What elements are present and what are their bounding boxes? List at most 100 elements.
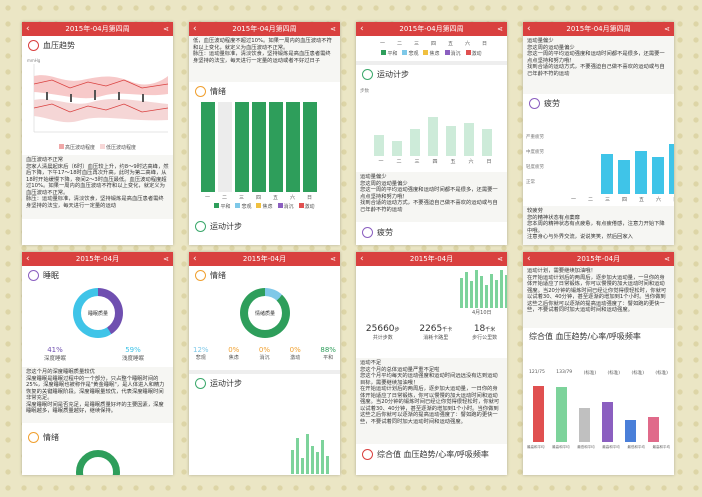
bar: [306, 434, 309, 474]
bar: [460, 277, 463, 308]
legend: 高压波动程度 低压波动程度: [22, 144, 173, 151]
steps-bars: [291, 434, 329, 474]
stat-label: 步行公里数: [472, 335, 498, 341]
chevron-left-icon[interactable]: ‹: [360, 24, 364, 34]
ring-label: 情绪质量: [248, 296, 282, 330]
bar: [446, 126, 456, 156]
x-label: 最高和平均: [602, 445, 620, 449]
day-label: 六: [464, 41, 470, 47]
level-label: 严重疲劳: [526, 135, 544, 140]
level-label: 正常: [526, 180, 535, 185]
screen-mood-week: ‹ 2015年-04月第四周 ⋖ 低，血压波动程度不超过10%。如果一周内的血压波动…: [189, 22, 340, 245]
share-icon[interactable]: ⋖: [664, 25, 670, 33]
day-label: 日: [667, 196, 674, 203]
heart-icon: [28, 39, 39, 51]
bar-value: (标准): [655, 371, 668, 376]
level-label: 中度疲劳: [526, 150, 544, 155]
steps-icon: [362, 68, 373, 80]
title-bar: ‹ 2015年-04月 ⋖: [22, 252, 173, 266]
chevron-left-icon[interactable]: ‹: [26, 24, 30, 34]
step-stat: 18千米 步行公里数: [472, 324, 497, 341]
y-axis-label: mmHg: [27, 58, 41, 63]
bar: [500, 270, 503, 308]
chevron-left-icon[interactable]: ‹: [26, 254, 30, 264]
bar: [635, 150, 647, 194]
bar: [269, 102, 283, 192]
bar: [311, 446, 314, 474]
share-icon[interactable]: ⋖: [497, 25, 503, 33]
bar: [495, 279, 498, 308]
chevron-left-icon[interactable]: ‹: [193, 24, 197, 34]
share-icon[interactable]: ⋖: [330, 25, 336, 33]
day-label: 一: [378, 159, 384, 165]
stat-label: 平和: [323, 355, 334, 361]
legend-item: 悲观: [235, 203, 251, 210]
mood-ring-partial: [76, 450, 120, 475]
chevron-left-icon[interactable]: ‹: [193, 254, 197, 264]
day-label: 一: [379, 41, 385, 47]
analysis-text: 较疲劳 您的精神状态有点萎靡 您本周的精神状态有点疲惫，有点疲倦感，注意力开始下…: [523, 206, 674, 245]
page-title: 2015年-04月: [75, 255, 120, 263]
day-axis: 一二三四五六日: [374, 40, 493, 47]
section-title: 运动计步: [210, 221, 242, 231]
share-icon[interactable]: ⋖: [664, 255, 670, 263]
bar: [556, 387, 567, 442]
bar: [490, 273, 493, 308]
bar: [296, 438, 299, 474]
stat-deep: 41% 深度睡眠: [44, 346, 67, 362]
bar: [533, 386, 544, 442]
share-icon[interactable]: ⋖: [163, 25, 169, 33]
share-icon[interactable]: ⋖: [497, 255, 503, 263]
bp-chart: mmHg: [27, 58, 169, 133]
stat-unit: 千卡: [442, 327, 453, 333]
fatigue-bars: [567, 132, 674, 194]
share-icon[interactable]: ⋖: [330, 255, 336, 263]
bar-x-labels: 最高和平均 最高和平均 最低和平均 最高和平均 最低和平均 最高和平均: [527, 445, 670, 450]
vitals-icon: [362, 448, 373, 460]
title-bar: ‹ 2015年-04月第四周 ⋖: [22, 22, 173, 36]
day-label: 一: [204, 195, 210, 201]
title-bar: ‹ 2015年-04月 ⋖: [523, 252, 674, 266]
day-label: 三: [238, 195, 244, 201]
legend: 平和 悲观 焦虑 消沉 激动: [356, 50, 507, 57]
stat-label: 消沉: [259, 355, 270, 361]
bar: [286, 102, 300, 192]
screen-mood-month: ‹ 2015年-04月 ⋖ 情绪 情绪质量 12% 悲观 0% 焦虑 0% 消沉 0% 激动 88%…: [189, 252, 340, 475]
analysis-text: 运动量偏少 您这周的运动量偏少 您这一周的平均运动强度和运动时间都不是很多，还需…: [356, 172, 507, 222]
day-label: 三: [413, 41, 419, 47]
chevron-left-icon[interactable]: ‹: [527, 254, 531, 264]
bar: [601, 153, 613, 194]
bar: [218, 102, 232, 192]
legend-item: 平和: [214, 203, 230, 210]
day-label: 三: [604, 197, 610, 203]
page-title: 2015年-04月第四周: [566, 25, 631, 33]
chevron-left-icon[interactable]: ‹: [527, 24, 531, 34]
bar: [505, 274, 507, 308]
bar-value: (标准): [607, 371, 621, 376]
mood-stat: 88% 平和: [320, 346, 336, 361]
bar: [326, 456, 329, 474]
bar: [252, 102, 266, 192]
screen-blood-pressure: ‹ 2015年-04月第四周 ⋖ 血压趋势 mmHg 高压波动程度 低压波动程度 血压…: [22, 22, 173, 245]
bar: [485, 285, 488, 308]
share-icon[interactable]: ⋖: [163, 255, 169, 263]
day-label: 四: [430, 41, 436, 47]
x-label: 最低和平均: [577, 445, 595, 449]
fatigue-levels: 严重疲劳 中度疲劳 轻度疲劳 正常: [526, 130, 544, 190]
day-axis: 一二三四五六日: [372, 158, 498, 165]
bar: [475, 270, 478, 308]
mood-stat: 0% 焦虑: [228, 346, 239, 361]
legend-item: 平和: [381, 50, 397, 57]
page-title: 2015年-04月第四周: [65, 25, 130, 33]
stat-value: 0%: [228, 346, 240, 354]
page-title: 2015年-04月第四周: [399, 25, 464, 33]
bar: [625, 420, 636, 442]
section-title: 睡眠: [43, 270, 59, 280]
bar: [669, 144, 674, 194]
bar: [652, 156, 664, 194]
page-title: 2015年-04月: [242, 255, 287, 263]
stat-unit: 步: [394, 327, 400, 333]
stat-label: 焦虑: [228, 355, 239, 361]
chevron-left-icon[interactable]: ‹: [360, 254, 364, 264]
